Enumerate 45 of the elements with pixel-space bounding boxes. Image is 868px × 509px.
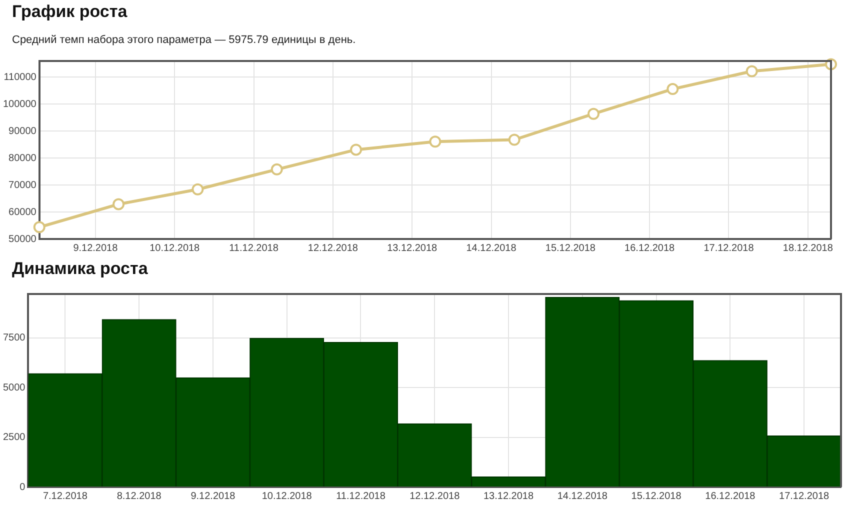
y-tick-label: 7500: [2, 332, 26, 344]
y-tick-label: 70000: [8, 180, 37, 191]
y-tick-label: 80000: [8, 152, 37, 164]
x-tick-label: 15.12.2018: [545, 242, 596, 254]
point: [508, 134, 520, 146]
point: [350, 144, 362, 156]
point: [746, 65, 758, 78]
x-tick-label: 13.12.2018: [387, 242, 438, 254]
chart-subtitle: Средний темп набора этого параметра — 5975.79 единицы в день.: [12, 34, 357, 46]
y-tick-label: 90000: [8, 126, 37, 137]
point: [112, 198, 125, 210]
x-tick-label: 12.12.2018: [410, 490, 460, 502]
x-tick-label: 18.12.2018: [782, 242, 834, 254]
x-tick-label: 11.12.2018: [336, 490, 386, 502]
point: [33, 221, 46, 234]
y-tick-label: 2500: [2, 432, 26, 444]
x-tick-label: 10.12.2018: [150, 242, 200, 254]
point: [429, 136, 442, 148]
x-tick-label: 13.12.2018: [483, 490, 534, 502]
point: [270, 163, 283, 176]
y-tick-label: 50000: [8, 234, 37, 245]
chart-title: Динамика роста: [12, 259, 149, 279]
x-tick-label: 17.12.2018: [779, 490, 830, 502]
y-tick-label: 0: [20, 482, 26, 493]
point: [192, 183, 204, 196]
x-tick-label: 16.12.2018: [705, 490, 756, 502]
y-tick-label: 110000: [4, 72, 37, 83]
point: [666, 83, 679, 96]
chart-title: График роста: [12, 2, 128, 22]
y-tick-label: 5000: [2, 382, 26, 394]
x-tick-label: 10.12.2018: [262, 490, 312, 502]
y-tick-label: 100000: [2, 98, 37, 110]
x-tick-label: 9.12.2018: [73, 242, 118, 254]
x-tick-label: 11.12.2018: [229, 242, 279, 254]
x-tick-label: 14.12.2018: [466, 242, 517, 254]
x-tick-label: 14.12.2018: [557, 490, 608, 502]
y-tick-label: 60000: [8, 206, 37, 218]
x-tick-label: 7.12.2018: [42, 490, 88, 502]
x-tick-label: 17.12.2018: [704, 242, 754, 254]
x-tick-label: 8.12.2018: [116, 490, 162, 502]
x-tick-label: 12.12.2018: [308, 242, 358, 254]
point: [588, 108, 600, 120]
x-tick-label: 15.12.2018: [631, 490, 682, 502]
x-tick-label: 16.12.2018: [624, 242, 676, 254]
x-tick-label: 9.12.2018: [190, 490, 236, 502]
